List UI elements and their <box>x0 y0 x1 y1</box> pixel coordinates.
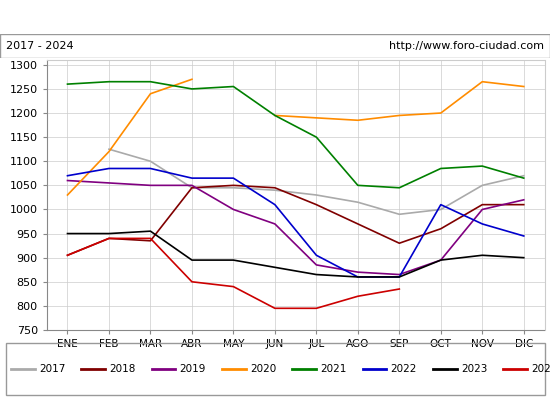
Text: 2024: 2024 <box>531 364 550 374</box>
Text: 2018: 2018 <box>109 364 136 374</box>
Text: 2020: 2020 <box>250 364 276 374</box>
Text: 2023: 2023 <box>461 364 487 374</box>
Text: 2021: 2021 <box>320 364 346 374</box>
Text: 2019: 2019 <box>180 364 206 374</box>
Text: 2017 - 2024: 2017 - 2024 <box>6 41 73 51</box>
Text: 2017: 2017 <box>39 364 65 374</box>
Text: http://www.foro-ciudad.com: http://www.foro-ciudad.com <box>389 41 544 51</box>
Text: 2022: 2022 <box>390 364 417 374</box>
Text: Evolucion del paro registrado en Cuevas del Almanzora: Evolucion del paro registrado en Cuevas … <box>90 10 460 24</box>
